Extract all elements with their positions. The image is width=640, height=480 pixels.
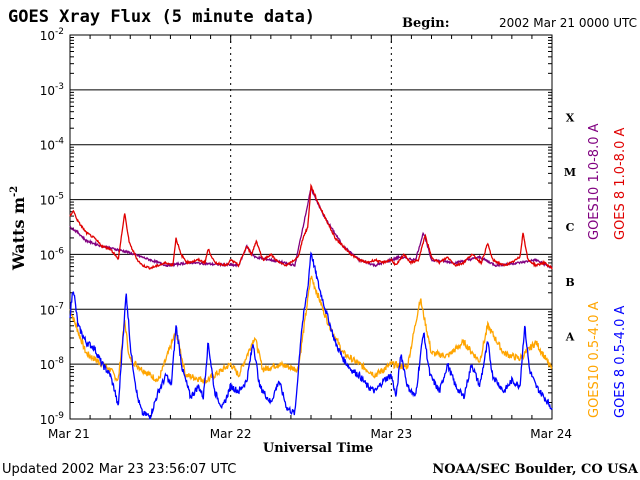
legend-short-group-2: GOES 8 0.5-4.0 A (613, 306, 628, 418)
begin-label: Begin: (402, 16, 450, 31)
x-tick-label: Mar 21 (48, 427, 90, 441)
source-footer: NOAA/SEC Boulder, CO USA (432, 462, 639, 477)
legend-short-group: GOES10 0.5-4.0 A (587, 301, 602, 418)
y-axis-label-sup: -2 (9, 186, 20, 197)
y-tick-label: 10-4 (40, 137, 65, 153)
x-tick-label: Mar 24 (530, 427, 572, 441)
flare-class-c: C (566, 221, 575, 234)
flare-class-x: X (566, 111, 575, 124)
y-tick-label: 10-3 (40, 82, 64, 98)
flare-class-b: B (565, 276, 574, 289)
y-tick-label: 10-7 (40, 301, 64, 317)
series-line-3 (69, 251, 553, 420)
x-tick-label: Mar 23 (370, 427, 412, 441)
y-axis-label: Watts m (9, 197, 28, 271)
legend-goes8-short: GOES 8 0.5-4.0 A (613, 306, 628, 418)
x-axis-label: Universal Time (263, 441, 373, 456)
svg-text:Watts m-2: Watts m-2 (9, 186, 28, 271)
updated-footer: Updated 2002 Mar 23 23:56:07 UTC (2, 462, 236, 477)
updated-value: 2002 Mar 23 23:56:07 UTC (61, 462, 236, 477)
legend-long-group-2: GOES 8 1.0-8.0 A (613, 128, 628, 240)
series-line-2 (69, 275, 553, 384)
legend-goes10-short: GOES10 0.5-4.0 A (587, 301, 602, 418)
x-axis-ticks: Mar 21 Mar 22 Mar 23 Mar 24 (48, 35, 572, 441)
y-tick-label: 10-8 (40, 356, 65, 372)
y-tick-label: 10-5 (40, 192, 64, 208)
flare-class-m: M (564, 166, 576, 179)
y-axis-label-group: Watts m-2 (9, 186, 28, 271)
legend-goes10-long: GOES10 1.0-8.0 A (587, 123, 602, 240)
chart-title: GOES Xray Flux (5 minute data) (8, 7, 315, 27)
series-lines (69, 183, 553, 420)
begin-value: 2002 Mar 21 0000 UTC (499, 16, 637, 30)
legend-long-group: GOES10 1.0-8.0 A (587, 123, 602, 240)
series-line-1 (69, 183, 553, 270)
flare-class-a: A (565, 331, 575, 344)
legend-goes8-long: GOES 8 1.0-8.0 A (613, 128, 628, 240)
y-tick-label: 10-6 (40, 246, 65, 262)
updated-label: Updated (2, 462, 57, 477)
y-tick-label: 10-2 (40, 27, 64, 43)
x-tick-label: Mar 22 (210, 427, 252, 441)
y-axis-ticks: 10-2 10-3 10-4 10-5 10-6 10-7 10-8 10-9 (40, 27, 552, 427)
y-tick-label: 10-9 (40, 411, 65, 427)
flare-class-labels: X M C B A (564, 111, 576, 343)
